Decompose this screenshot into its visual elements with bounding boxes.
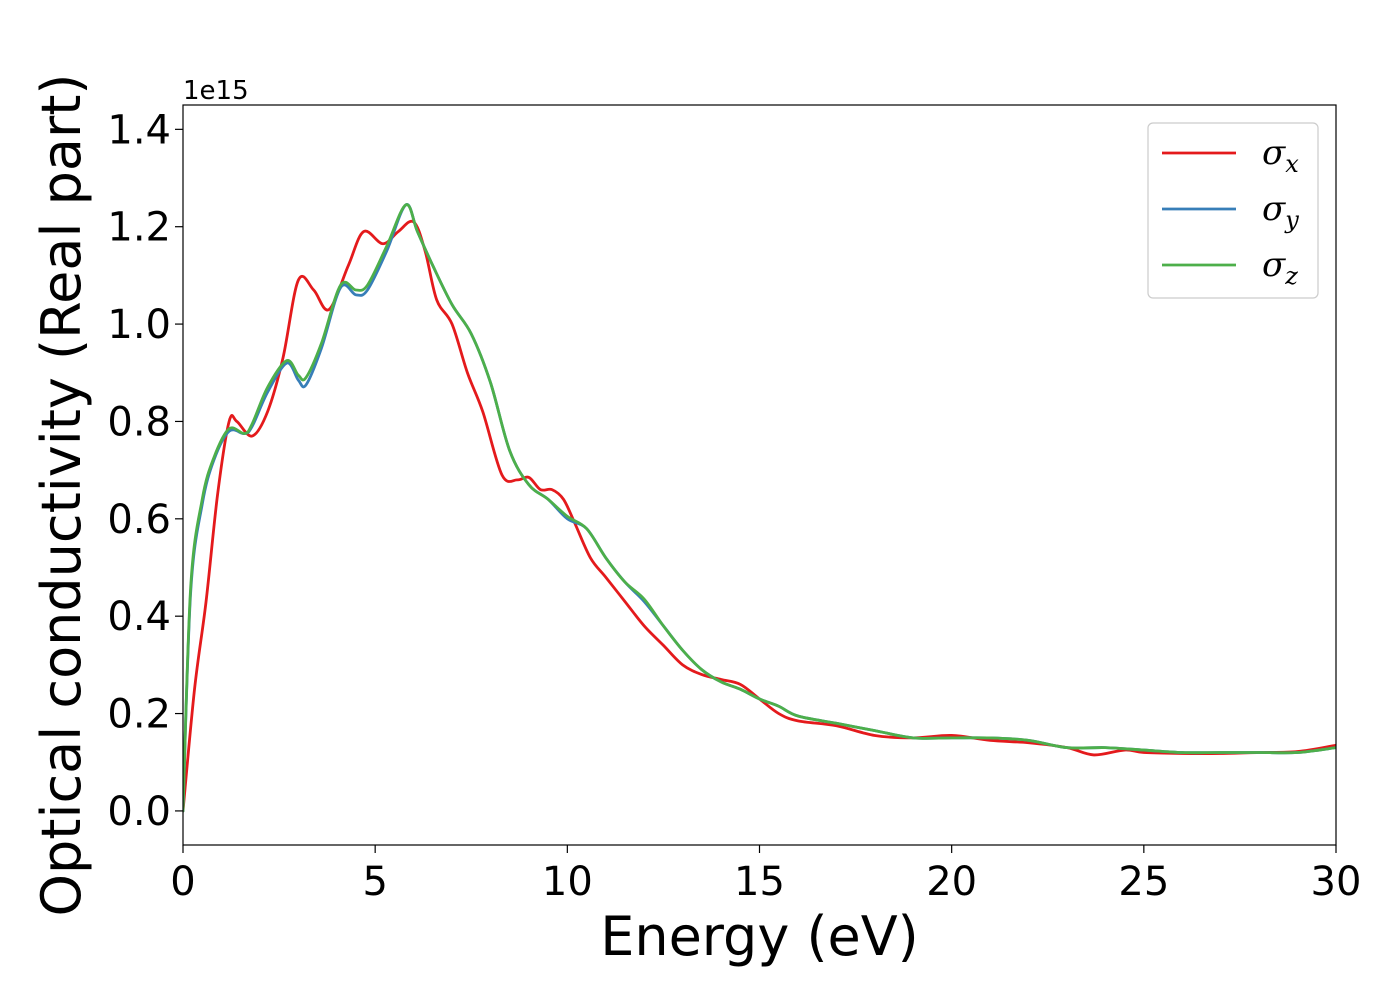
legend: σx σy σz (1147, 122, 1319, 299)
y-tick-label: 0.6 (107, 497, 171, 543)
legend-label-x: σx (1262, 133, 1299, 178)
x-tick-label: 30 (1311, 859, 1362, 905)
x-tick-label: 10 (542, 859, 593, 905)
y-tick-label: 1.4 (107, 107, 171, 153)
x-axis: 0 5 10 15 20 25 30 (170, 845, 1361, 905)
y-tick-label: 1.0 (107, 302, 171, 348)
x-axis-title: Energy (eV) (600, 905, 919, 968)
x-tick-label: 5 (362, 859, 387, 905)
legend-frame (1147, 122, 1319, 299)
y-tick-label: 0.2 (107, 692, 171, 738)
y-axis: 0.0 0.2 0.4 0.6 0.8 1.0 1.2 1.4 (107, 107, 183, 835)
series-line-z (183, 203, 1336, 813)
y-offset-label: 1e15 (183, 76, 249, 106)
x-tick-label: 20 (926, 859, 977, 905)
legend-label-y: σy (1262, 189, 1299, 234)
y-tick-label: 0.8 (107, 399, 171, 445)
x-tick-label: 0 (170, 859, 195, 905)
x-tick-label: 25 (1118, 859, 1169, 905)
y-tick-label: 1.2 (107, 205, 171, 251)
legend-label-z: σz (1262, 245, 1298, 290)
y-tick-label: 0.4 (107, 594, 171, 640)
series-lines (183, 203, 1336, 813)
series-line-x (183, 219, 1336, 813)
y-tick-label: 0.0 (107, 789, 171, 835)
x-tick-label: 15 (734, 859, 785, 905)
y-axis-title: Optical conductivity (Real part) (30, 74, 93, 917)
